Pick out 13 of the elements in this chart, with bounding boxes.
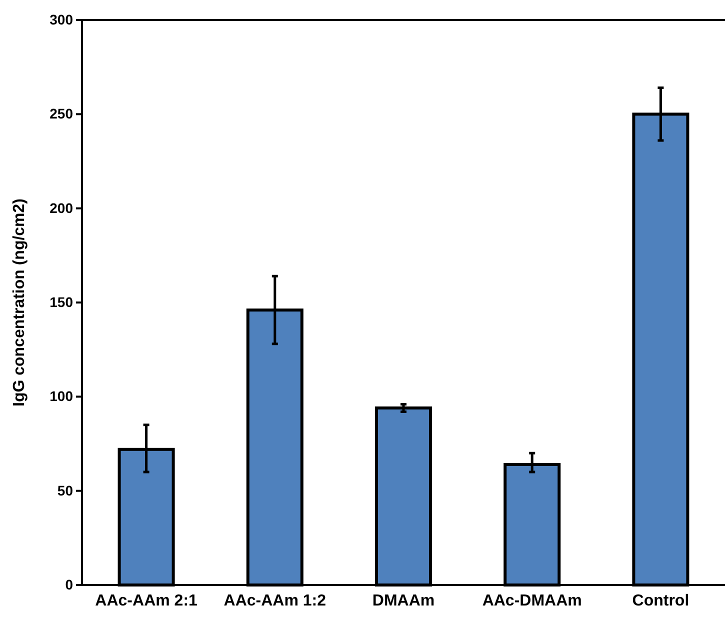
y-tick-label: 50 bbox=[57, 482, 74, 498]
y-tick-label: 200 bbox=[50, 200, 74, 216]
y-tick-label: 300 bbox=[50, 11, 74, 28]
y-tick-label: 100 bbox=[50, 388, 74, 404]
y-tick-label: 250 bbox=[50, 106, 74, 122]
x-tick-label: Control bbox=[632, 592, 690, 610]
x-tick-label: AAc-AAm 2:1 bbox=[95, 592, 198, 610]
x-tick-label: AAc-AAm 1:2 bbox=[224, 592, 326, 610]
y-tick-label: 0 bbox=[65, 576, 74, 592]
x-tick-label: DMAAm bbox=[372, 592, 435, 610]
y-axis-title: IgG concentration (ng/cm2) bbox=[11, 198, 28, 407]
x-tick-label: AAc-DMAAm bbox=[482, 592, 582, 610]
y-tick-label: 150 bbox=[50, 294, 74, 310]
